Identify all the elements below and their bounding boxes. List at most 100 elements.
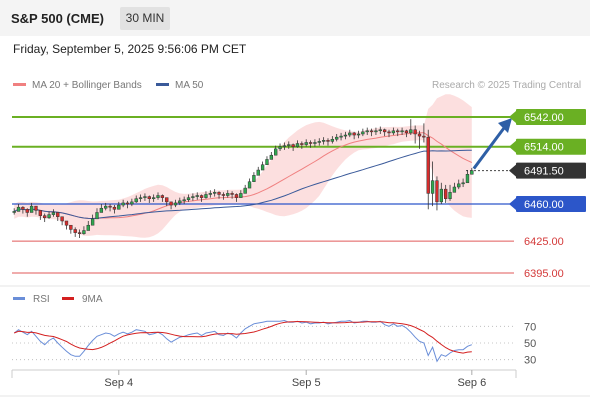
projection-arrowhead [498, 118, 512, 133]
candle-up [156, 195, 160, 198]
candle-up [138, 197, 143, 199]
candle-up [265, 159, 269, 165]
candle-down [308, 142, 313, 144]
candle-down [64, 220, 69, 226]
level-tag-6514.00 [516, 138, 586, 155]
candle-up [391, 130, 396, 134]
rsi-ma9-line [14, 320, 472, 354]
timeframe-badge[interactable]: 30 MIN [120, 7, 170, 30]
candle-down [77, 232, 82, 234]
level-label-6514.00: 6514.00 [524, 142, 564, 154]
candle-up [151, 197, 156, 199]
candle-up [470, 170, 474, 175]
candle-up [134, 198, 138, 203]
candle-down [417, 133, 422, 137]
candle-up [348, 132, 352, 136]
candle-up [378, 129, 382, 132]
header-bar [0, 0, 590, 36]
candle-up [29, 205, 34, 213]
candle-down [426, 136, 430, 194]
candle-up [287, 144, 291, 146]
candle-up [335, 136, 339, 140]
candle-down [413, 129, 417, 135]
candle-up [82, 230, 86, 234]
candle-up [16, 206, 21, 212]
instrument-title: S&P 500 (CME) [11, 11, 104, 26]
candle-down [43, 215, 47, 219]
candle-up [461, 182, 465, 185]
candle-up [278, 146, 282, 150]
chart-datetime: Friday, September 5, 2025 9:56:06 PM CET [13, 42, 247, 56]
candle-up [86, 224, 90, 231]
candle-up [208, 193, 212, 195]
candle-up [400, 130, 404, 133]
ma20-swatch [13, 82, 26, 86]
candle-down [326, 140, 330, 142]
candle-down [404, 130, 409, 134]
candle-down [221, 194, 226, 196]
level-label-6491.50: 6491.50 [524, 166, 564, 178]
rsi-line [13, 319, 472, 363]
candle-down [230, 193, 234, 195]
candle-down [34, 205, 38, 211]
candle-up [104, 205, 108, 209]
candle-up [365, 130, 369, 133]
candle-down [69, 224, 73, 230]
level-tag-6491.50 [516, 162, 586, 179]
candle-down [112, 206, 117, 210]
candle-up [195, 195, 199, 197]
candle-down [56, 212, 60, 217]
level-tag-pointer [509, 164, 516, 177]
candle-down [422, 135, 426, 138]
rsi-tick-50: 50 [524, 338, 536, 350]
legend-ma50-label: MA 50 [175, 80, 204, 91]
candle-up [304, 142, 308, 145]
candle-up [186, 197, 191, 201]
candle-up [256, 169, 260, 176]
ma9-swatch [62, 296, 74, 300]
candle-up [439, 188, 443, 203]
candle-up [182, 199, 186, 202]
candle-up [448, 192, 452, 199]
candle-up [330, 139, 335, 142]
candle-down [387, 131, 391, 134]
rsi-tick-30: 30 [524, 355, 536, 367]
candle-up [295, 143, 300, 147]
candle-down [444, 188, 448, 199]
level-tag-pointer [509, 111, 516, 123]
level-label-6460.00: 6460.00 [524, 199, 564, 211]
candle-up [282, 145, 287, 147]
candle-down [125, 202, 130, 205]
candle-up [430, 180, 435, 194]
candle-down [21, 206, 25, 210]
level-tag-6542.00 [516, 109, 586, 125]
candle-up [239, 193, 243, 198]
x-tick-label-Sep-6: Sep 6 [457, 377, 486, 389]
candle-down [291, 144, 295, 147]
candle-down [38, 210, 42, 216]
ma50-line [13, 149, 472, 220]
candle-up [121, 202, 125, 206]
candle-down [108, 205, 112, 208]
candle-up [90, 218, 95, 226]
level-tag-pointer [509, 140, 516, 153]
candle-up [361, 131, 365, 135]
candle-up [243, 187, 247, 194]
rsi-swatch [13, 296, 25, 300]
candle-up [321, 140, 326, 142]
candle-up [313, 142, 317, 144]
candle-down [199, 195, 204, 198]
candle-down [234, 194, 239, 198]
candle-up [260, 164, 265, 171]
x-tick-label-Sep-5: Sep 5 [292, 377, 321, 389]
candle-down [169, 201, 173, 206]
candle-up [143, 196, 147, 198]
candle-up [99, 207, 104, 213]
legend-ma50: MA 50 [156, 80, 203, 91]
candle-up [465, 174, 470, 184]
candle-up [117, 204, 121, 210]
candle-up [51, 212, 56, 215]
rsi-tick-70: 70 [524, 321, 536, 333]
level-label-6425.00: 6425.00 [524, 236, 564, 248]
